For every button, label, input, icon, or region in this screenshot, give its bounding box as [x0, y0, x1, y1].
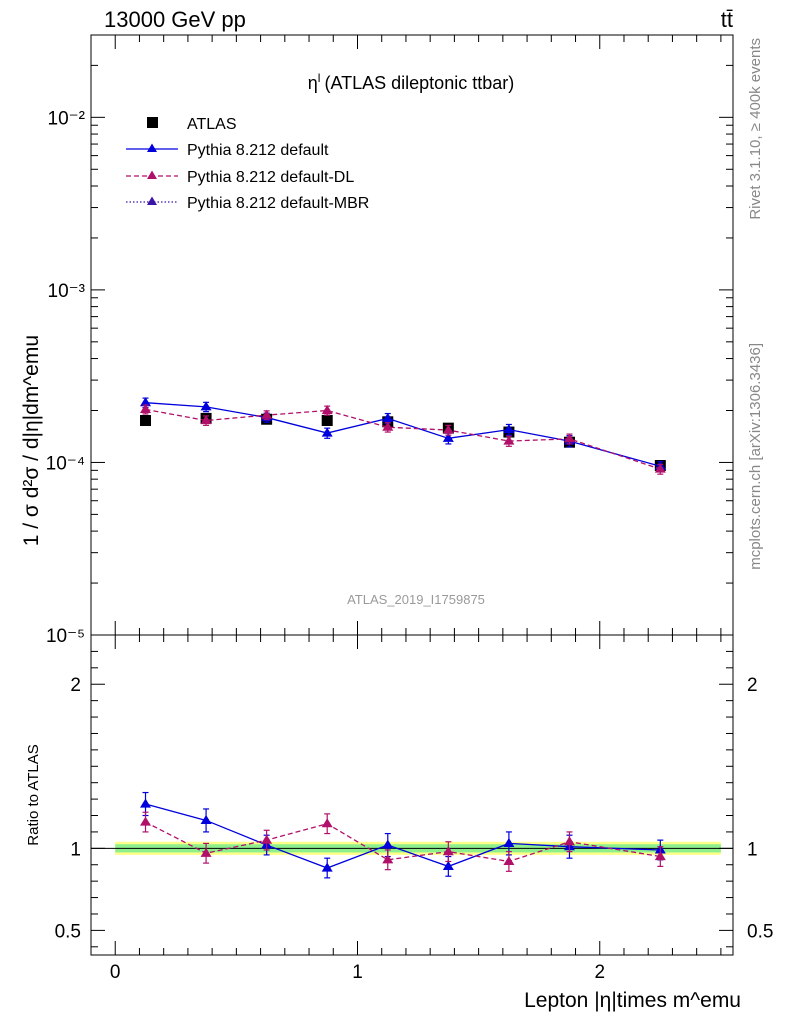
main-y-tick-labels: 10⁻⁵ 10⁻⁴ 10⁻³ 10⁻² — [46, 108, 85, 647]
ratio-data-point — [321, 862, 333, 872]
legend-entry-atlas: ATLAS — [147, 116, 237, 133]
x-tick-label: 1 — [352, 962, 363, 983]
legend-entry-default-dl: Pythia 8.212 default-DL — [126, 169, 354, 186]
legend: ATLAS Pythia 8.212 default Pythia 8.212 … — [126, 116, 369, 212]
analysis-watermark: ATLAS_2019_I1759875 — [347, 592, 485, 607]
x-tick-label: 0 — [110, 962, 121, 983]
ratio-data-layer — [140, 791, 666, 879]
legend-marker-default-mbr — [147, 196, 157, 205]
data-point-triangle — [321, 404, 333, 415]
legend-entry-default: Pythia 8.212 default — [126, 142, 329, 159]
legend-label-default-dl: Pythia 8.212 default-DL — [187, 169, 354, 186]
rivet-label: Rivet 3.1.10, ≥ 400k events — [747, 38, 764, 220]
data-point-triangle — [382, 421, 394, 431]
data-point-triangle — [442, 424, 454, 434]
ratio-data-point — [654, 851, 666, 861]
ratio-data-point — [382, 839, 394, 849]
main-panel: 10⁻⁵ 10⁻⁴ 10⁻³ 10⁻² ηl (ATLAS dileptonic ttb… — [20, 34, 734, 647]
ratio-y-tick-label-left: 2 — [70, 675, 81, 696]
ratio-data-point — [200, 814, 212, 825]
ratio-series-pythia-8-212-default-dl — [140, 811, 666, 872]
series-pythia-8-212-default-dl — [140, 403, 666, 475]
ratio-y-tick-label-left: 0.5 — [55, 921, 81, 942]
data-point-triangle — [382, 412, 394, 422]
main-y-axis-label: 1 / σ d²σ / d|η|dm^emu — [20, 335, 43, 546]
energy-label: 13000 GeV pp — [104, 7, 246, 32]
data-point-triangle — [503, 435, 515, 445]
ratio-data-point — [321, 818, 333, 828]
legend-label-default-mbr: Pythia 8.212 default-MBR — [187, 195, 369, 212]
ratio-data-point — [503, 837, 515, 847]
ratio-y-tick-label-left: 1 — [70, 839, 81, 860]
ratio-data-point — [442, 846, 454, 856]
ratio-data-point — [200, 847, 212, 857]
main-data-layer — [140, 397, 666, 475]
data-point-triangle — [654, 463, 666, 473]
main-axis-ticks — [91, 34, 733, 636]
data-point-triangle — [200, 415, 212, 425]
data-point-triangle — [140, 403, 152, 413]
series-atlas — [140, 412, 666, 472]
ratio-data-point — [261, 834, 273, 844]
data-point-triangle — [200, 401, 212, 411]
legend-marker-atlas — [147, 117, 158, 128]
ratio-axis-ticks — [91, 635, 733, 955]
data-point-triangle — [261, 409, 273, 419]
series-line — [145, 402, 661, 467]
data-point-square — [321, 415, 333, 427]
series-line — [145, 408, 661, 470]
ratio-data-point — [442, 860, 454, 870]
main-y-tick-label: 10⁻² — [48, 108, 86, 129]
legend-entry-default-mbr: Pythia 8.212 default-MBR — [126, 195, 369, 212]
legend-label-atlas: ATLAS — [187, 116, 237, 133]
ratio-panel: 0.5 0.5 1 1 2 2 0 1 2 Ratio to ATLAS Lepton |η|t… — [25, 634, 774, 1012]
ratio-y-tick-label-right: 0.5 — [747, 921, 773, 942]
data-point-square — [140, 415, 152, 427]
ratio-tick-labels: 0.5 0.5 1 1 2 2 0 1 2 — [55, 675, 774, 983]
main-y-tick-label: 10⁻⁴ — [46, 453, 85, 474]
ratio-data-point — [563, 836, 575, 846]
ratio-y-tick-label-right: 1 — [747, 839, 758, 860]
plot-title: ηl (ATLAS dileptonic ttbar) — [308, 71, 514, 93]
ratio-y-axis-label: Ratio to ATLAS — [25, 744, 42, 845]
ratio-series-line — [145, 803, 661, 869]
process-label: tt̄ — [721, 7, 733, 32]
ratio-frame — [90, 634, 734, 956]
x-axis-label: Lepton |η|times m^emu — [524, 989, 741, 1012]
legend-marker-default — [147, 143, 157, 152]
ratio-data-point — [382, 854, 394, 864]
ratio-y-tick-label-right: 2 — [747, 675, 758, 696]
data-point-triangle — [563, 433, 575, 443]
ratio-data-point — [503, 855, 515, 866]
ratio-series-line — [145, 821, 661, 863]
mcplots-label: mcplots.cern.ch [arXiv:1306.3436] — [747, 343, 764, 570]
ratio-data-point — [140, 798, 152, 808]
legend-marker-default-dl — [147, 170, 157, 179]
main-y-tick-label: 10⁻⁵ — [46, 626, 85, 647]
data-point-triangle — [442, 432, 454, 442]
x-tick-label: 2 — [594, 962, 605, 983]
data-point-triangle — [140, 397, 152, 407]
data-point-triangle — [503, 424, 515, 434]
data-point-triangle — [321, 427, 333, 437]
main-y-tick-label: 10⁻³ — [48, 281, 86, 302]
legend-label-default: Pythia 8.212 default — [187, 142, 329, 159]
ratio-series-pythia-8-212-default — [140, 791, 666, 879]
ratio-data-point — [140, 816, 152, 826]
series-pythia-8-212-default — [140, 397, 666, 472]
